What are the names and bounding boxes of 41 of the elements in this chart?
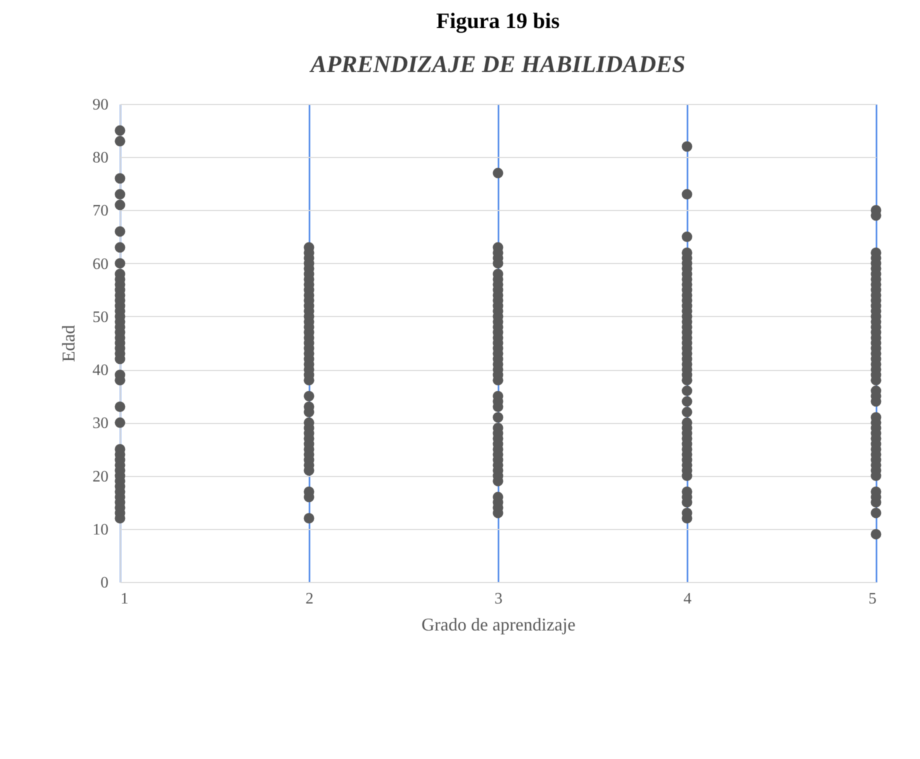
point bbox=[492, 412, 504, 423]
point bbox=[114, 226, 126, 237]
y-tick-label: 80 bbox=[92, 150, 108, 167]
y-tick-label: 30 bbox=[92, 415, 108, 432]
point bbox=[682, 386, 692, 396]
y-axis-title: Edad bbox=[58, 325, 78, 362]
point bbox=[682, 232, 692, 242]
x-tick-label: 2 bbox=[306, 590, 314, 608]
point bbox=[114, 173, 126, 184]
point bbox=[114, 136, 126, 146]
point bbox=[114, 402, 126, 412]
y-tick-label: 20 bbox=[92, 468, 108, 486]
chart-title: Figura 19 bis bbox=[436, 8, 560, 33]
y-tick-label: 0 bbox=[100, 574, 108, 592]
point bbox=[304, 513, 314, 524]
point bbox=[870, 508, 882, 518]
x-axis-title: Grado de aprendizaje bbox=[422, 614, 576, 634]
y-tick-label: 90 bbox=[92, 96, 108, 114]
point bbox=[870, 528, 882, 540]
point bbox=[682, 406, 692, 418]
x-tick-label: 4 bbox=[684, 590, 692, 608]
y-tick-label: 10 bbox=[92, 521, 108, 538]
x-tick-label: 5 bbox=[868, 590, 876, 608]
y-tick-label: 60 bbox=[92, 256, 108, 273]
point bbox=[682, 141, 692, 152]
point bbox=[114, 242, 126, 253]
point bbox=[114, 258, 126, 269]
point bbox=[682, 396, 692, 407]
point bbox=[114, 189, 126, 200]
point bbox=[492, 168, 504, 178]
y-tick-label: 70 bbox=[92, 202, 108, 220]
point bbox=[682, 189, 692, 200]
point bbox=[304, 390, 314, 402]
x-tick-label: 3 bbox=[494, 590, 502, 608]
point bbox=[114, 417, 126, 428]
y-tick-label: 50 bbox=[92, 308, 108, 326]
y-tick-label: 40 bbox=[92, 362, 108, 380]
point bbox=[114, 125, 126, 136]
chart-subtitle: APRENDIZAJE DE HABILIDADES bbox=[308, 52, 686, 78]
x-tick-label: 1 bbox=[120, 590, 128, 608]
point bbox=[114, 200, 126, 210]
